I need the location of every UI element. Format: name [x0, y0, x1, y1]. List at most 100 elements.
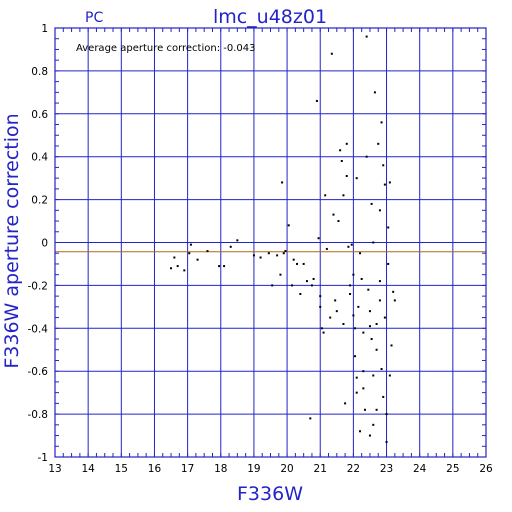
y-axis-label: F336W aperture correction [1, 113, 23, 368]
data-point [312, 277, 315, 280]
data-point [276, 254, 279, 257]
average-annotation: Average aperture correction: -0.043 [76, 43, 256, 54]
data-point [393, 299, 396, 302]
data-point [319, 295, 322, 298]
data-point [236, 239, 239, 242]
data-point [375, 323, 378, 326]
data-point [362, 387, 365, 390]
data-point [320, 327, 323, 330]
data-point [362, 331, 365, 334]
data-point [310, 284, 313, 287]
data-point [287, 224, 290, 227]
x-tick-label: 21 [314, 463, 327, 475]
data-point [324, 194, 327, 197]
data-point [342, 194, 345, 197]
data-point [345, 175, 348, 178]
data-point [319, 305, 322, 308]
data-point [344, 402, 347, 405]
data-point [383, 183, 386, 186]
data-point [340, 159, 343, 162]
x-tick-label: 22 [347, 463, 360, 475]
y-tick-label: 1 [41, 23, 48, 35]
data-point [357, 305, 360, 308]
x-tick-label: 24 [413, 463, 427, 475]
data-point [176, 265, 179, 268]
data-point [368, 325, 371, 328]
x-tick-label: 15 [115, 463, 128, 475]
data-point [282, 252, 285, 255]
data-point [188, 252, 191, 255]
data-point [309, 417, 312, 420]
y-tick-label: -0.8 [28, 409, 49, 421]
data-point [377, 142, 380, 145]
grid [54, 27, 487, 458]
data-point [367, 288, 370, 291]
data-point [380, 368, 383, 371]
data-point [330, 52, 333, 55]
data-point [292, 258, 295, 261]
data-point [322, 331, 325, 334]
data-point [378, 209, 381, 212]
data-point [349, 284, 352, 287]
data-point [392, 290, 395, 293]
data-point [380, 121, 383, 124]
data-point [365, 35, 368, 38]
data-point [259, 256, 262, 259]
data-point [385, 440, 388, 443]
x-tick-label: 16 [148, 463, 162, 475]
data-point [196, 258, 199, 261]
data-point [355, 376, 358, 379]
data-point [339, 149, 342, 152]
y-tick-label: 0.6 [31, 109, 48, 121]
x-tick-label: 17 [181, 463, 194, 475]
y-tick-label: 0.8 [31, 66, 48, 78]
data-point [372, 423, 375, 426]
ticks: 13 14 15 16 17 18 19 20 21 22 23 24 25 26 -1 -0.8 -0.6 -0… [28, 23, 493, 475]
data-point [382, 164, 385, 167]
data-point [355, 177, 358, 180]
data-point [315, 99, 318, 102]
y-tick-label: -0.2 [28, 280, 49, 292]
data-point [329, 316, 332, 319]
data-point [378, 280, 381, 283]
y-tick-label: -0.4 [28, 323, 49, 335]
data-point [229, 245, 232, 248]
x-tick-label: 25 [446, 463, 459, 475]
data-points [170, 35, 396, 443]
data-point [342, 323, 345, 326]
data-point [375, 348, 378, 351]
data-point [359, 430, 362, 433]
data-point [302, 262, 305, 265]
y-tick-label: 0 [41, 238, 48, 250]
data-point [334, 299, 337, 302]
data-point [375, 408, 378, 411]
data-point [370, 202, 373, 205]
data-point [365, 155, 368, 158]
data-point [388, 374, 391, 377]
data-point [390, 344, 393, 347]
data-point [252, 254, 255, 257]
y-tick-label: 0.2 [31, 195, 48, 207]
data-point [370, 338, 373, 341]
x-tick-label: 14 [81, 463, 95, 475]
data-point [281, 181, 284, 184]
data-point [279, 273, 282, 276]
x-tick-label: 18 [214, 463, 227, 475]
y-tick-label: -0.6 [28, 366, 49, 378]
data-point [332, 213, 335, 216]
chart-title: lmc_u48z01 [213, 6, 327, 28]
data-point [383, 316, 386, 319]
data-point [359, 252, 362, 255]
x-tick-label: 26 [479, 463, 493, 475]
data-point [378, 299, 381, 302]
data-point [388, 181, 391, 184]
data-point [347, 245, 350, 248]
data-point [373, 91, 376, 94]
data-point [267, 252, 270, 255]
data-point [372, 374, 375, 377]
data-point [296, 262, 299, 265]
data-point [352, 273, 355, 276]
x-tick-label: 20 [280, 463, 293, 475]
data-point [299, 292, 302, 295]
data-point [284, 250, 287, 253]
